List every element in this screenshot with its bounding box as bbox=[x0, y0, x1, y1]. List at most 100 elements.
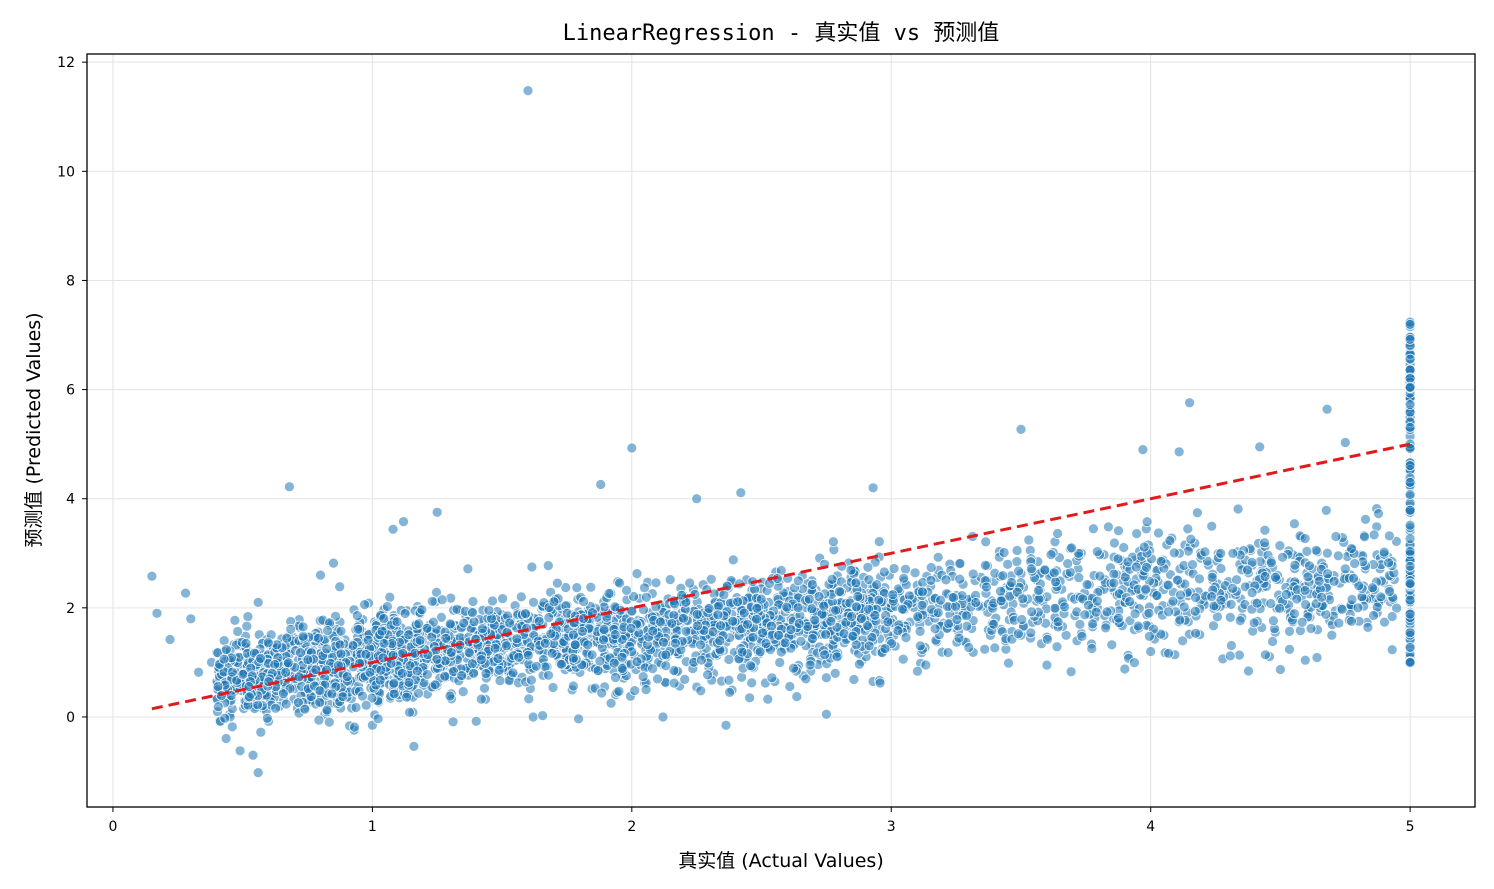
data-point bbox=[479, 682, 490, 694]
data-point bbox=[429, 679, 441, 691]
data-point bbox=[1289, 608, 1300, 620]
data-point bbox=[1404, 460, 1416, 471]
data-point bbox=[660, 649, 672, 661]
data-point bbox=[247, 749, 259, 761]
data-point bbox=[302, 654, 314, 666]
data-point bbox=[1013, 565, 1024, 577]
data-point bbox=[1175, 589, 1186, 601]
data-point bbox=[1006, 577, 1017, 588]
data-point bbox=[362, 634, 374, 646]
data-point bbox=[647, 625, 659, 637]
data-point bbox=[887, 589, 899, 600]
data-point bbox=[444, 618, 456, 630]
data-point bbox=[647, 663, 658, 674]
data-point bbox=[762, 693, 774, 705]
data-point bbox=[1302, 571, 1314, 583]
data-point bbox=[652, 673, 663, 685]
data-point bbox=[655, 616, 666, 628]
data-point bbox=[387, 523, 399, 535]
data-point bbox=[1268, 615, 1279, 627]
data-point bbox=[626, 605, 638, 617]
data-point bbox=[668, 665, 680, 676]
data-point bbox=[1225, 599, 1237, 610]
data-point bbox=[1184, 397, 1195, 409]
data-point bbox=[456, 670, 468, 681]
data-point bbox=[1375, 591, 1387, 603]
data-point bbox=[1274, 540, 1286, 551]
data-point bbox=[1145, 646, 1157, 657]
data-point bbox=[723, 654, 735, 665]
data-point bbox=[1215, 548, 1227, 559]
plot-frame bbox=[86, 53, 1476, 808]
data-point bbox=[399, 608, 411, 619]
data-point bbox=[492, 653, 504, 664]
data-point bbox=[1299, 585, 1311, 596]
data-point bbox=[995, 595, 1007, 607]
data-point bbox=[1081, 579, 1093, 590]
data-point bbox=[578, 596, 589, 607]
data-point bbox=[650, 577, 662, 589]
data-point bbox=[458, 617, 470, 629]
data-point bbox=[1129, 608, 1141, 620]
data-point bbox=[431, 587, 442, 598]
data-point bbox=[1339, 563, 1351, 575]
data-point bbox=[1178, 601, 1190, 613]
data-point bbox=[869, 610, 881, 621]
data-point bbox=[998, 547, 1010, 558]
data-point bbox=[1320, 504, 1332, 516]
data-point bbox=[967, 568, 979, 580]
data-point bbox=[1299, 533, 1311, 544]
data-point bbox=[315, 569, 326, 581]
data-point bbox=[164, 634, 176, 645]
data-point bbox=[1386, 611, 1398, 622]
data-point bbox=[920, 659, 932, 671]
data-point bbox=[929, 623, 941, 635]
data-point bbox=[470, 715, 482, 727]
data-point bbox=[1322, 568, 1333, 580]
x-tick-label: 5 bbox=[1406, 819, 1415, 835]
data-point bbox=[1051, 641, 1063, 653]
data-point bbox=[321, 643, 333, 655]
data-point bbox=[543, 669, 554, 681]
data-point bbox=[856, 613, 867, 624]
data-point bbox=[280, 667, 292, 678]
data-point bbox=[1113, 525, 1124, 537]
data-point bbox=[1091, 595, 1103, 607]
data-point bbox=[1141, 516, 1153, 528]
data-point bbox=[791, 691, 803, 702]
data-point bbox=[1254, 441, 1266, 453]
data-point bbox=[255, 653, 267, 664]
data-point bbox=[1349, 558, 1360, 569]
data-point bbox=[220, 733, 232, 744]
data-point bbox=[511, 633, 523, 645]
data-point bbox=[684, 577, 696, 589]
data-point bbox=[838, 628, 850, 639]
data-point bbox=[314, 697, 326, 708]
data-point bbox=[507, 667, 519, 679]
data-point bbox=[1373, 508, 1384, 519]
data-point bbox=[537, 710, 548, 721]
data-point bbox=[218, 635, 230, 646]
data-point bbox=[666, 618, 678, 629]
data-point bbox=[997, 570, 1009, 581]
data-point bbox=[995, 585, 1006, 597]
data-point bbox=[1404, 533, 1416, 544]
data-point bbox=[830, 604, 842, 616]
data-point bbox=[1025, 627, 1037, 639]
data-point bbox=[793, 618, 805, 629]
data-point bbox=[657, 711, 669, 723]
data-point bbox=[226, 721, 238, 733]
data-point bbox=[897, 603, 908, 615]
data-point bbox=[548, 596, 560, 608]
data-point bbox=[313, 714, 325, 726]
data-point bbox=[628, 591, 639, 602]
data-point bbox=[629, 685, 641, 696]
data-point bbox=[925, 575, 937, 586]
data-point bbox=[760, 638, 772, 649]
data-point bbox=[795, 635, 807, 647]
data-point bbox=[754, 646, 766, 658]
data-point bbox=[416, 604, 428, 616]
data-point bbox=[1049, 602, 1061, 614]
data-point bbox=[848, 674, 860, 685]
data-point bbox=[1404, 627, 1416, 639]
